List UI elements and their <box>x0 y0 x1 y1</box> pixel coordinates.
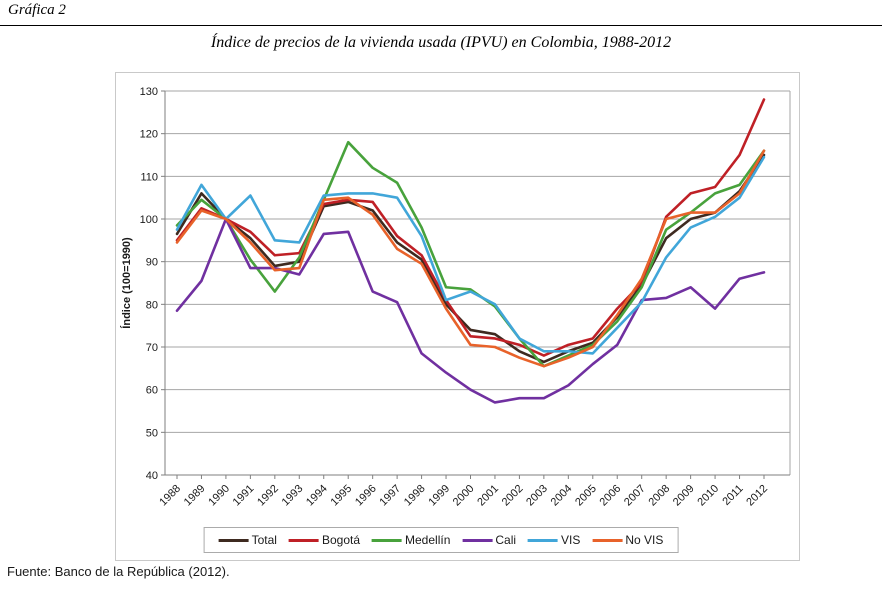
y-tick-label-50: 50 <box>146 427 158 439</box>
x-tick-label-1993: 1993 <box>280 483 306 509</box>
series-line-medellin <box>175 140 766 368</box>
legend-label-vis: VIS <box>561 533 581 547</box>
x-tick-label-2007: 2007 <box>622 483 648 509</box>
legend-item-cali: Cali <box>462 533 516 547</box>
y-tick-labels: 40 50 60 70 80 90 100 110 120 130 <box>140 86 158 482</box>
legend-item-bogota: Bogotá <box>288 533 361 547</box>
legend-item-total: Total <box>218 533 277 547</box>
y-tick-label-110: 110 <box>140 171 158 183</box>
x-tick-label-2002: 2002 <box>500 483 526 509</box>
legend-label-no-vis: No VIS <box>625 533 664 547</box>
x-tick-label-2000: 2000 <box>451 483 477 509</box>
legend-swatch-vis <box>528 538 559 542</box>
legend-item-medellin: Medellín <box>372 533 450 547</box>
x-tick-label-2003: 2003 <box>524 483 550 509</box>
series-lines <box>175 98 766 404</box>
y-tick-label-120: 120 <box>140 129 158 141</box>
y-tick-label-70: 70 <box>146 342 158 354</box>
legend-item-no-vis: No VIS <box>592 533 663 547</box>
y-tick-label-40: 40 <box>146 470 158 482</box>
legend-swatch-bogota <box>288 538 319 542</box>
y-tick-label-100: 100 <box>140 214 158 226</box>
series-line-total <box>175 153 766 364</box>
legend-swatch-cali <box>462 538 493 542</box>
x-tick-label-2008: 2008 <box>646 483 672 509</box>
axes <box>161 90 790 479</box>
x-tick-label-2009: 2009 <box>671 483 697 509</box>
x-tick-label-1990: 1990 <box>206 483 232 509</box>
x-tick-label-1992: 1992 <box>255 483 281 509</box>
x-tick-labels: 1988198919901991199219931994199519961997… <box>157 483 770 509</box>
x-tick-label-1996: 1996 <box>353 483 379 509</box>
legend-swatch-no-vis <box>592 538 623 542</box>
x-tick-label-1991: 1991 <box>231 483 257 509</box>
chart-title: Índice de precios de la vivienda usada (… <box>210 34 672 51</box>
x-tick-label-1989: 1989 <box>182 483 208 509</box>
x-tick-label-1988: 1988 <box>157 483 183 509</box>
legend-label-total: Total <box>251 533 277 547</box>
legend-label-bogota: Bogotá <box>321 533 361 547</box>
source-note: Fuente: Banco de la República (2012). <box>7 564 230 579</box>
y-axis-title: Índice (100=1990) <box>121 237 133 329</box>
x-tick-label-2011: 2011 <box>720 483 745 508</box>
series-line-vis <box>175 155 766 355</box>
x-tick-label-1999: 1999 <box>426 483 452 509</box>
y-tick-label-60: 60 <box>146 385 158 397</box>
series-line-no-vis <box>175 149 766 368</box>
legend-item-vis: VIS <box>528 533 580 547</box>
legend-label-cali: Cali <box>495 533 517 547</box>
x-tick-label-2006: 2006 <box>598 483 624 509</box>
legend-swatch-medellin <box>372 538 403 542</box>
series-line-cali <box>175 217 766 404</box>
x-tick-label-2005: 2005 <box>573 483 599 509</box>
x-tick-label-1995: 1995 <box>329 483 355 509</box>
x-tick-label-1994: 1994 <box>304 483 330 509</box>
legend-swatch-total <box>218 538 249 542</box>
y-tick-label-90: 90 <box>146 257 158 269</box>
x-tick-label-2010: 2010 <box>695 483 721 509</box>
header-rule <box>0 25 882 26</box>
gridlines <box>165 90 791 475</box>
x-tick-label-1998: 1998 <box>402 483 428 509</box>
x-tick-label-2012: 2012 <box>744 483 770 509</box>
figure-label: Gráfica 2 <box>8 2 66 18</box>
legend: Total Bogotá Medellín Cali VIS No VIS <box>203 527 679 553</box>
series-line-bogota <box>175 98 766 357</box>
x-tick-label-1997: 1997 <box>377 483 403 509</box>
y-tick-label-80: 80 <box>146 299 158 311</box>
legend-label-medellin: Medellín <box>405 533 451 547</box>
x-tick-label-2001: 2001 <box>475 483 501 509</box>
x-tick-label-2004: 2004 <box>549 483 575 509</box>
y-tick-label-130: 130 <box>140 86 158 98</box>
